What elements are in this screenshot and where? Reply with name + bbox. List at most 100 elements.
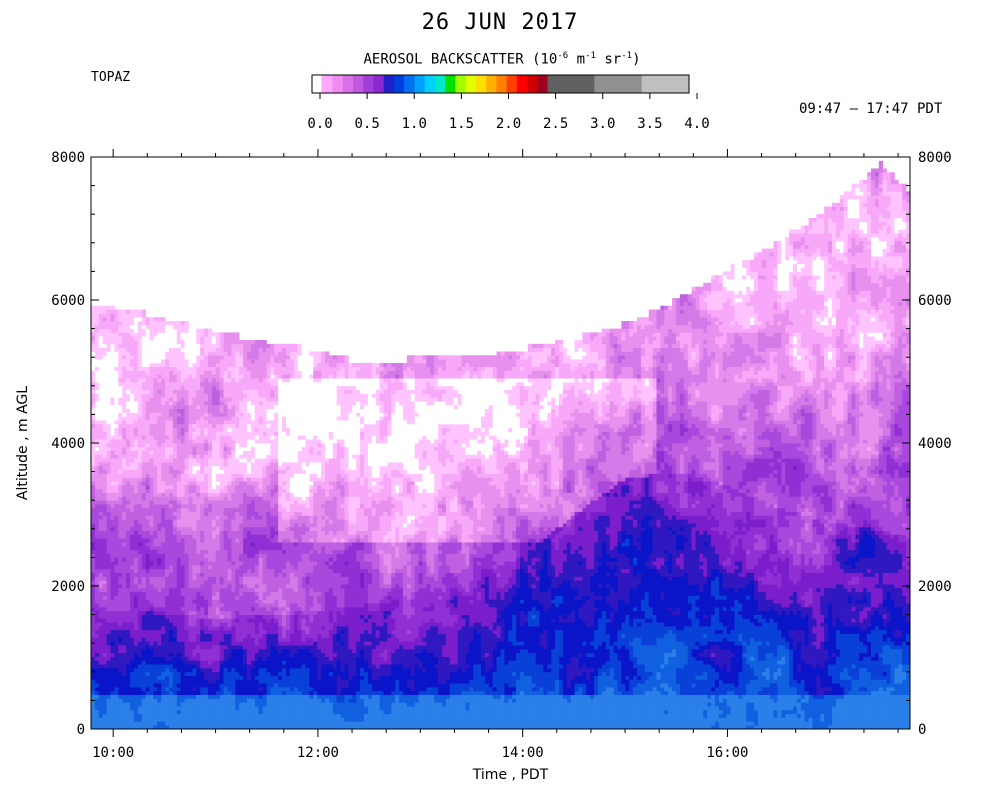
heatmap-cell	[138, 557, 142, 561]
heatmap-cell	[161, 645, 165, 649]
heatmap-cell	[161, 355, 165, 359]
heatmap-cell	[177, 676, 181, 680]
heatmap-cell	[118, 618, 122, 622]
heatmap-cell	[161, 660, 165, 664]
heatmap-cell	[142, 313, 146, 317]
heatmap-cell	[95, 496, 99, 500]
heatmap-cell	[138, 576, 142, 580]
heatmap-cell	[95, 531, 99, 535]
heatmap-cell	[138, 637, 142, 641]
heatmap-cell	[142, 668, 146, 672]
heatmap-cell	[126, 687, 130, 691]
heatmap-cell	[111, 603, 115, 607]
heatmap-cell	[177, 565, 181, 569]
heatmap-cell	[157, 462, 161, 466]
heatmap-cell	[99, 660, 103, 664]
heatmap-cell	[103, 363, 107, 367]
heatmap-cell	[173, 500, 177, 504]
heatmap-cell	[138, 714, 142, 718]
heatmap-cell	[91, 637, 95, 641]
heatmap-cell	[161, 317, 165, 321]
heatmap-cell	[161, 481, 165, 485]
heatmap-cell	[142, 535, 146, 539]
heatmap-cell	[99, 634, 103, 638]
heatmap-cell	[165, 393, 169, 397]
heatmap-cell	[118, 508, 122, 512]
heatmap-cell	[142, 458, 146, 462]
heatmap-cell	[173, 584, 177, 588]
heatmap-cell	[111, 466, 115, 470]
heatmap-cell	[107, 493, 111, 497]
heatmap-cell	[153, 435, 157, 439]
heatmap-cell	[118, 557, 122, 561]
heatmap-cell	[173, 439, 177, 443]
heatmap-cell	[134, 588, 138, 592]
heatmap-cell	[114, 630, 118, 634]
heatmap-cell	[107, 683, 111, 687]
heatmap-cell	[138, 412, 142, 416]
heatmap-cell	[138, 535, 142, 539]
heatmap-cell	[134, 340, 138, 344]
heatmap-cell	[99, 645, 103, 649]
heatmap-cell	[103, 649, 107, 653]
heatmap-cell	[111, 351, 115, 355]
heatmap-cell	[111, 493, 115, 497]
heatmap-cell	[111, 607, 115, 611]
heatmap-cell	[111, 565, 115, 569]
heatmap-cell	[173, 710, 177, 714]
heatmap-cell	[138, 519, 142, 523]
heatmap-cell	[107, 462, 111, 466]
heatmap-cell	[150, 508, 154, 512]
heatmap-cell	[169, 580, 173, 584]
heatmap-cell	[103, 416, 107, 420]
heatmap-cell	[161, 523, 165, 527]
heatmap-cell	[157, 420, 161, 424]
heatmap-cell	[169, 397, 173, 401]
heatmap-cell	[122, 447, 126, 451]
heatmap-cell	[169, 435, 173, 439]
heatmap-cell	[153, 393, 157, 397]
heatmap-cell	[103, 466, 107, 470]
heatmap-cell	[165, 550, 169, 554]
heatmap-cell	[130, 660, 134, 664]
heatmap-cell	[169, 336, 173, 340]
heatmap-cell	[99, 561, 103, 565]
heatmap-cell	[99, 504, 103, 508]
heatmap-cell	[134, 630, 138, 634]
heatmap-cell	[130, 313, 134, 317]
heatmap-cell	[130, 367, 134, 371]
heatmap-cell	[146, 336, 150, 340]
heatmap-cell	[146, 561, 150, 565]
heatmap-cell	[142, 386, 146, 390]
heatmap-cell	[142, 405, 146, 409]
heatmap-cell	[150, 515, 154, 519]
heatmap-cell	[122, 615, 126, 619]
heatmap-cell	[161, 710, 165, 714]
heatmap-cell	[118, 382, 122, 386]
heatmap-cell	[134, 382, 138, 386]
heatmap-cell	[103, 348, 107, 352]
heatmap-cell	[173, 531, 177, 535]
heatmap-cell	[153, 687, 157, 691]
heatmap-cell	[103, 599, 107, 603]
heatmap-cell	[165, 664, 169, 668]
heatmap-cell	[91, 401, 95, 405]
heatmap-cell	[150, 542, 154, 546]
heatmap-cell	[95, 641, 99, 645]
heatmap-cell	[161, 508, 165, 512]
heatmap-cell	[126, 634, 130, 638]
heatmap-cell	[99, 607, 103, 611]
heatmap-cell	[165, 397, 169, 401]
heatmap-cell	[107, 397, 111, 401]
heatmap-cell	[153, 508, 157, 512]
heatmap-cell	[95, 416, 99, 420]
heatmap-cell	[134, 519, 138, 523]
heatmap-cell	[142, 664, 146, 668]
heatmap-cell	[169, 721, 173, 725]
heatmap-cell	[134, 527, 138, 531]
heatmap-cell	[126, 493, 130, 497]
heatmap-cell	[173, 470, 177, 474]
heatmap-cell	[134, 698, 138, 702]
heatmap-cell	[107, 538, 111, 542]
heatmap-cell	[118, 348, 122, 352]
